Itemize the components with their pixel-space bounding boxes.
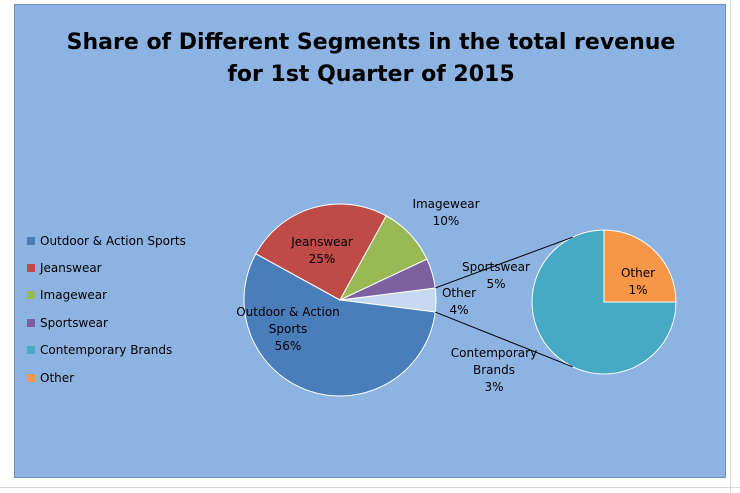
data-label-other-main: Other 4% bbox=[442, 286, 476, 317]
chart-title-line-2: for 1st Quarter of 2015 bbox=[227, 62, 515, 87]
data-label-imagewear: Imagewear 10% bbox=[412, 197, 479, 228]
data-label-sportswear: Sportswear 5% bbox=[462, 260, 530, 291]
legend-label: Contemporary Brands bbox=[40, 343, 173, 358]
legend-label: Other bbox=[40, 370, 75, 385]
legend-item: Contemporary Brands bbox=[27, 337, 186, 364]
connector-line bbox=[435, 311, 573, 368]
connector-line bbox=[435, 236, 573, 289]
data-label-contemporary: Contemporary Brands 3% bbox=[451, 346, 537, 394]
secondary-pie-slice bbox=[603, 229, 677, 303]
legend-label: Sportswear bbox=[40, 315, 108, 330]
data-label-jeanswear: Jeanswear 25% bbox=[290, 235, 353, 266]
legend-swatch bbox=[27, 264, 35, 273]
legend-item: Imagewear bbox=[27, 282, 186, 309]
legend-item: Jeanswear bbox=[27, 254, 186, 281]
legend-item: Sportswear bbox=[27, 309, 186, 336]
pie-slice bbox=[255, 203, 387, 301]
data-label-other-secondary: Other 1% bbox=[621, 266, 655, 297]
pie-slice bbox=[243, 253, 436, 397]
legend-swatch bbox=[27, 318, 35, 327]
legend-item: Outdoor & Action Sports bbox=[27, 227, 186, 254]
legend-swatch bbox=[27, 236, 35, 245]
chart-title: Share of Different Segments in the total… bbox=[15, 27, 727, 91]
legend-label: Outdoor & Action Sports bbox=[40, 233, 186, 248]
data-label-outdoor: Outdoor & Action Sports 56% bbox=[236, 305, 340, 353]
chart-title-line-1: Share of Different Segments in the total… bbox=[66, 30, 676, 55]
legend-swatch bbox=[27, 346, 35, 355]
legend-item: Other bbox=[27, 364, 186, 391]
legend-swatch bbox=[27, 291, 35, 300]
legend-label: Jeanswear bbox=[40, 261, 102, 276]
frame-border-right bbox=[730, 0, 731, 493]
frame-border-bottom bbox=[0, 487, 740, 488]
chart-legend: Outdoor & Action Sports Jeanswear Imagewea… bbox=[27, 227, 186, 391]
legend-label: Imagewear bbox=[40, 288, 108, 303]
legend-swatch bbox=[27, 373, 35, 382]
